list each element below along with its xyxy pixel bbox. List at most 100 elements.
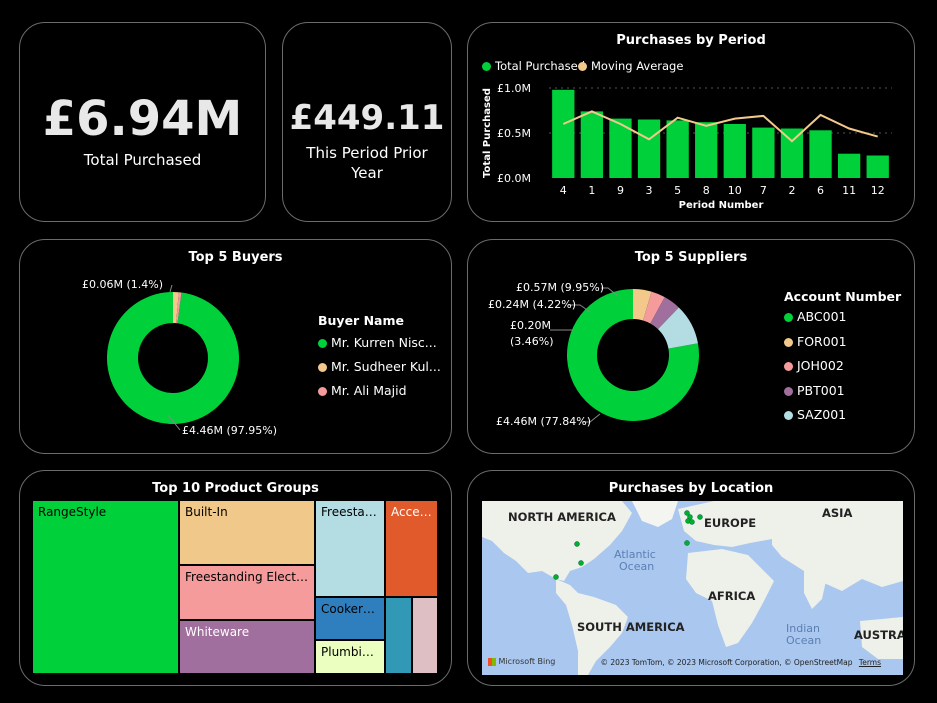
bar-period-5[interactable] — [666, 120, 689, 178]
buyers-slice-mr-sudheer-kul[interactable] — [173, 292, 179, 324]
map-label-asia: ASIA — [822, 506, 853, 520]
bar-period-4[interactable] — [552, 89, 575, 178]
map-label-north-america: NORTH AMERICA — [508, 510, 616, 524]
legend-dot-icon — [784, 313, 793, 322]
top-buyers-card[interactable]: Top 5 Buyers £0.06M (1.4%) £4.46M (97.95… — [19, 239, 452, 454]
purchases-by-location-card[interactable]: Purchases by Location — [467, 470, 915, 686]
suppliers-legend-item-3[interactable]: JOH002 — [784, 358, 844, 373]
land-greenland — [632, 501, 678, 527]
top-buyers-donut[interactable]: £0.06M (1.4%) £4.46M (97.95%) — [20, 240, 451, 453]
top-suppliers-card[interactable]: Top 5 Suppliers £0.57M (9.95%) £0.24M (4… — [467, 239, 915, 454]
suppliers-legend-item-1[interactable]: ABC001 — [784, 309, 847, 324]
buyers-legend-item-3[interactable]: Mr. Ali Majid — [318, 383, 407, 398]
buyers-small-label: £0.06M (1.4%) — [82, 278, 163, 291]
x-tick-label: 12 — [871, 184, 885, 197]
suppliers-legend-item-2[interactable]: FOR001 — [784, 334, 847, 349]
map-label-indian-1: Indian — [786, 622, 820, 635]
purchases-by-period-chart[interactable]: Total Purchased Period Number 4 1 9 3 5 8 10 7 2… — [468, 23, 914, 221]
tile-built-in[interactable]: Built-In — [179, 500, 315, 565]
tile-plumbin[interactable]: Plumbin... — [315, 640, 385, 674]
land-asia — [772, 501, 903, 591]
location-marker[interactable] — [553, 574, 559, 580]
legend-dot-icon — [784, 411, 793, 420]
x-tick-label: 9 — [617, 184, 624, 197]
suppliers-slice-saz001[interactable] — [657, 307, 698, 349]
period-legend-moving[interactable]: Moving Average — [578, 59, 683, 73]
location-marker[interactable] — [684, 510, 690, 516]
kpi-prior-year-label-1: This Period Prior — [306, 144, 428, 162]
land-south-america — [556, 579, 628, 675]
top-suppliers-donut[interactable]: £0.57M (9.95%) £0.24M (4.22%) £0.20M (3.… — [468, 240, 914, 453]
bing-label: Microsoft Bing — [498, 657, 556, 666]
buyers-big-label: £4.46M (97.95%) — [182, 424, 277, 437]
bar-period-2[interactable] — [780, 128, 804, 179]
world-map-land[interactable] — [482, 501, 903, 675]
kpi-total-purchased-card: £6.94M Total Purchased — [19, 22, 266, 222]
tile-cookers[interactable]: Cookers ... — [315, 597, 385, 640]
suppliers-joh-label-2: (3.46%) — [510, 335, 554, 348]
suppliers-slice-joh002[interactable] — [643, 291, 665, 324]
top-buyers-title: Top 5 Buyers — [188, 250, 283, 265]
map-label-atlantic-1: Atlantic — [614, 548, 656, 561]
suppliers-legend-label-1: ABC001 — [797, 309, 847, 324]
location-marker[interactable] — [578, 560, 584, 566]
x-tick-label: 7 — [760, 184, 767, 197]
suppliers-slice-abc001[interactable] — [567, 289, 699, 421]
world-map[interactable]: NORTH AMERICA EUROPE ASIA AFRICA SOUTH A… — [482, 501, 903, 675]
x-tick-label: 5 — [674, 184, 681, 197]
moving-average-line[interactable] — [562, 110, 878, 143]
location-marker[interactable] — [697, 514, 703, 520]
location-marker[interactable] — [574, 541, 580, 547]
top-product-groups-card[interactable]: Top 10 Product Groups RangeStyle Built-I… — [19, 470, 452, 686]
suppliers-legend-label-5: SAZ001 — [797, 407, 847, 422]
land-north-america — [482, 501, 632, 581]
tile-whiteware[interactable]: Whiteware — [179, 620, 315, 674]
bar-period-9[interactable] — [609, 118, 632, 178]
suppliers-legend-item-4[interactable]: PBT001 — [784, 383, 845, 398]
buyers-slice-mr-ali-majid[interactable] — [176, 292, 182, 324]
buyers-legend-item-2[interactable]: Mr. Sudheer Kul... — [318, 359, 441, 374]
land-australia — [860, 617, 903, 659]
period-legend-total[interactable]: Total Purchased — [482, 59, 585, 73]
suppliers-pbt-leader — [568, 304, 591, 313]
buyers-slice-mr-kurren-nisc[interactable] — [106, 292, 240, 424]
suppliers-joh-label-1: £0.20M — [510, 319, 551, 332]
period-legend-total-label: Total Purchased — [495, 59, 586, 73]
legend-dot-icon — [578, 62, 587, 71]
legend-dot-icon — [784, 387, 793, 396]
bar-period-7[interactable] — [752, 127, 775, 178]
map-attribution-text: © 2023 TomTom, © 2023 Microsoft Corporat… — [600, 658, 853, 667]
tile-unlabeled-pink[interactable] — [412, 597, 438, 674]
location-marker[interactable] — [689, 519, 695, 525]
suppliers-slice-for001[interactable] — [633, 289, 652, 321]
suppliers-slice-pbt001[interactable] — [650, 297, 679, 330]
kpi-total-purchased-value: £6.94M — [42, 91, 243, 147]
bar-period-11[interactable] — [837, 153, 861, 178]
buyers-big-leader — [167, 414, 181, 431]
bar-period-12[interactable] — [866, 155, 889, 179]
bar-period-1[interactable] — [580, 111, 604, 178]
tile-freestanding-electric[interactable]: Freestanding Electric — [179, 565, 315, 620]
map-attribution[interactable]: © 2023 TomTom, © 2023 Microsoft Corporat… — [601, 658, 882, 667]
tile-acces[interactable]: Acces... — [385, 500, 438, 597]
kpi-prior-year-card: £449.11 This Period Prior Year — [282, 22, 452, 222]
tile-rangestyle[interactable]: RangeStyle — [32, 500, 179, 674]
suppliers-legend-title: Account Number — [784, 289, 902, 304]
y-tick-label: £0.0M — [497, 172, 531, 185]
buyers-legend-item-1[interactable]: Mr. Kurren Nisc... — [318, 335, 437, 350]
map-label-africa: AFRICA — [708, 589, 756, 603]
buyers-legend-title: Buyer Name — [318, 313, 404, 328]
tile-unlabeled-teal[interactable] — [385, 597, 412, 674]
tile-freestan[interactable]: Freestan... — [315, 500, 385, 597]
bar-period-3[interactable] — [637, 119, 661, 179]
purchases-by-period-card[interactable]: Purchases by Period Total Purchased Movi… — [467, 22, 915, 222]
suppliers-legend-item-5[interactable]: SAZ001 — [784, 407, 846, 422]
legend-dot-icon — [318, 387, 327, 396]
bar-period-10[interactable] — [723, 124, 746, 178]
map-label-south-america: SOUTH AMERICA — [577, 620, 685, 634]
bar-period-6[interactable] — [809, 130, 832, 178]
suppliers-pbt-label: £0.24M (4.22%) — [488, 298, 576, 311]
map-terms-link[interactable]: Terms — [858, 658, 881, 667]
location-marker[interactable] — [684, 540, 690, 546]
bar-period-8[interactable] — [695, 122, 718, 178]
